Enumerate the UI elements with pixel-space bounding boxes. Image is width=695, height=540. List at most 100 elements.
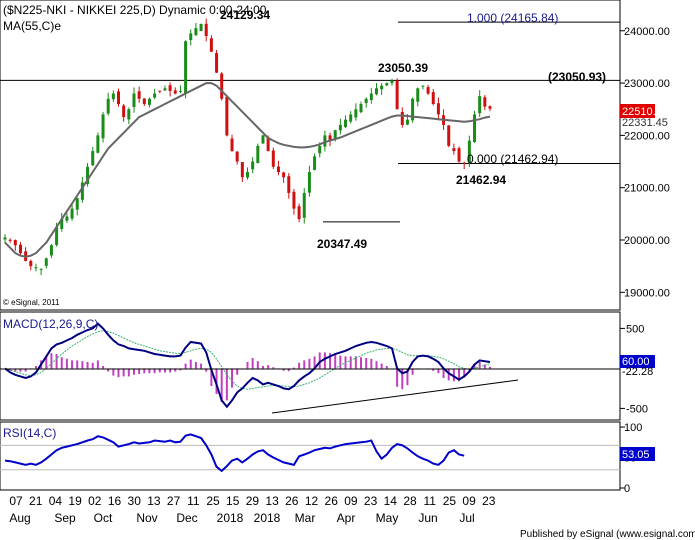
candle-body <box>184 41 188 94</box>
annotation-resistance: (23050.93) <box>548 70 606 84</box>
fib-level-top: 1.000 (24165.84) <box>467 11 558 25</box>
macd-signal-line <box>4 330 491 390</box>
candle-body <box>276 166 280 172</box>
x-day-label: 30 <box>128 494 142 508</box>
x-day-label: 28 <box>403 494 417 508</box>
candle-body <box>49 245 53 256</box>
candle-body <box>307 172 311 193</box>
macd-tick-label: -500 <box>626 403 648 415</box>
rsi-tick-label: 100 <box>624 422 642 434</box>
price-tick-label: 22000.00 <box>624 130 670 142</box>
candle-body <box>163 88 167 91</box>
x-month-label: 2018 <box>254 511 281 525</box>
rsi-panel <box>0 421 621 491</box>
candle-body <box>473 114 477 143</box>
candle-body <box>65 216 69 221</box>
candlestick-series <box>3 18 492 276</box>
candle-body <box>230 138 234 152</box>
candle-body <box>411 98 415 121</box>
x-day-label: 15 <box>226 494 240 508</box>
candle-body <box>178 90 182 92</box>
x-day-label: 13 <box>147 494 161 508</box>
rsi-value: 53.05 <box>622 449 650 461</box>
x-month-label: Mar <box>295 511 316 525</box>
candle-body <box>209 38 213 52</box>
x-month-label: Aug <box>9 511 30 525</box>
candle-body <box>91 151 95 166</box>
candle-body <box>282 172 286 178</box>
x-month-label: Jul <box>459 511 474 525</box>
x-day-label: 02 <box>88 494 102 508</box>
candle-body <box>421 85 425 87</box>
candle-body <box>117 91 121 104</box>
x-day-label: 26 <box>325 494 339 508</box>
x-month-label: Nov <box>136 511 157 525</box>
fib-level-bottom: 0.000 (21462.94) <box>467 152 558 166</box>
price-axis: 19000.00 20000.00 21000.00 22000.00 23000.00… <box>620 26 670 299</box>
candle-body <box>168 85 172 91</box>
price-tick-label: 21000.00 <box>624 183 670 195</box>
annotation-high: 24129.34 <box>220 8 270 22</box>
rsi-line <box>4 433 465 473</box>
candle-body <box>344 119 348 128</box>
candle-body <box>137 91 141 99</box>
chart-title: ($N225-NKI - NIKKEI 225,D) Dynamic 0:00-… <box>3 3 267 17</box>
x-day-label: 11 <box>187 494 200 508</box>
candle-body <box>86 166 90 185</box>
x-day-label: 16 <box>108 494 122 508</box>
candle-body <box>132 93 136 107</box>
ma55-line <box>4 82 491 258</box>
candle-body <box>158 90 162 92</box>
x-month-label: Jun <box>418 511 437 525</box>
macd-trendline <box>271 379 519 414</box>
candle-body <box>369 93 373 100</box>
candle-body <box>395 80 399 110</box>
candle-body <box>287 176 291 193</box>
x-month-label: Apr <box>337 511 356 525</box>
candle-body <box>3 237 7 240</box>
price-tick-label: 20000.00 <box>624 235 670 247</box>
candle-body <box>297 206 301 220</box>
candle-body <box>462 162 466 164</box>
annotation-recent-low: 21462.94 <box>456 173 506 187</box>
x-month-label: Sep <box>54 511 76 525</box>
x-day-label: 09 <box>344 494 358 508</box>
annotation-peak: 23050.39 <box>378 61 428 75</box>
candle-body <box>194 28 198 36</box>
candle-body <box>328 135 332 141</box>
candle-body <box>199 24 203 32</box>
candle-body <box>359 104 363 113</box>
candle-body <box>447 125 451 146</box>
candle-body <box>292 191 296 209</box>
candle-body <box>302 192 306 218</box>
footer-bar <box>520 525 695 540</box>
x-day-label: 04 <box>49 494 63 508</box>
candle-body <box>122 105 126 118</box>
candle-body <box>246 172 249 178</box>
x-day-label: 23 <box>482 494 496 508</box>
x-day-label: 26 <box>285 494 299 508</box>
x-month-label: Oct <box>94 511 113 525</box>
candle-body <box>142 98 146 104</box>
x-day-label: 14 <box>384 494 398 508</box>
candle-body <box>106 98 110 114</box>
candle-body <box>488 106 492 109</box>
candle-body <box>313 156 317 170</box>
candle-body <box>457 148 461 162</box>
macd-value: -22.28 <box>622 366 653 378</box>
candle-body <box>70 208 74 219</box>
candle-body <box>431 92 435 104</box>
candle-body <box>39 268 43 270</box>
candle-body <box>75 198 79 210</box>
x-day-label: 19 <box>68 494 82 508</box>
candle-body <box>271 150 275 167</box>
x-axis: 07 21 04 19 02 16 30 13 27 11 25 15 29 13 26 12 26 09 23 14… <box>9 494 495 525</box>
candle-body <box>111 93 115 100</box>
candle-body <box>215 53 219 73</box>
x-month-label: 2018 <box>217 511 244 525</box>
publisher-credit: Published by eSignal (www.esignal.com) <box>520 529 695 540</box>
x-day-label: 27 <box>167 494 181 508</box>
candle-body <box>452 148 456 152</box>
x-day-label: 11 <box>423 494 436 508</box>
candle-body <box>147 98 151 105</box>
